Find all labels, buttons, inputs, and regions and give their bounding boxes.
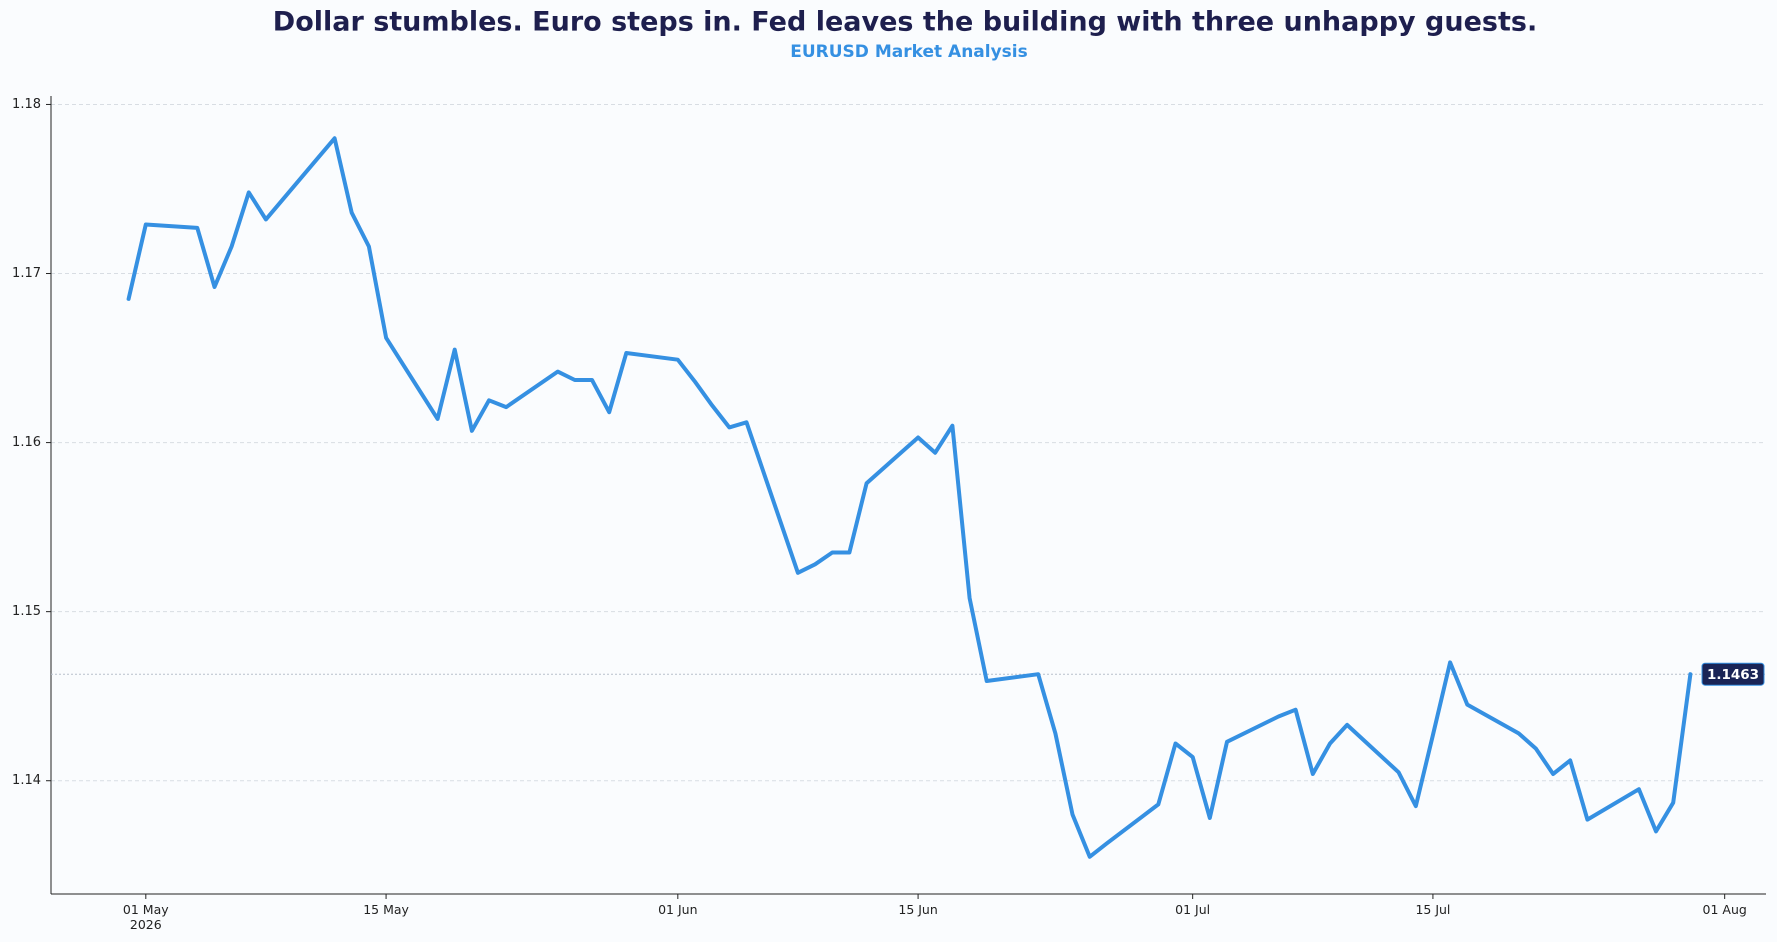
x-tick-label: 01 Jul bbox=[1175, 902, 1211, 917]
x-tick-label: 15 May bbox=[363, 902, 409, 917]
y-tick-label: 1.16 bbox=[12, 435, 41, 450]
x-tick-label: 01 Jun bbox=[658, 902, 698, 917]
y-tick-label: 1.18 bbox=[12, 97, 41, 112]
last-value-label: 1.1463 bbox=[1707, 667, 1759, 683]
x-tick-label: 15 Jul bbox=[1415, 902, 1451, 917]
x-tick-label: 01 May 2026 bbox=[122, 902, 169, 932]
last-value-badge bbox=[1701, 662, 1765, 686]
x-tick-label: 01 Aug bbox=[1702, 902, 1747, 917]
chart-subtitle: EURUSD Market Analysis bbox=[790, 42, 1028, 62]
chart-title: Dollar stumbles. Euro steps in. Fed leav… bbox=[273, 7, 1537, 38]
y-tick-label: 1.14 bbox=[12, 773, 41, 788]
y-tick-label: 1.15 bbox=[12, 604, 41, 619]
series-line bbox=[126, 136, 1693, 859]
y-tick-label: 1.17 bbox=[12, 266, 41, 281]
x-tick-label: 15 Jun bbox=[898, 902, 938, 917]
